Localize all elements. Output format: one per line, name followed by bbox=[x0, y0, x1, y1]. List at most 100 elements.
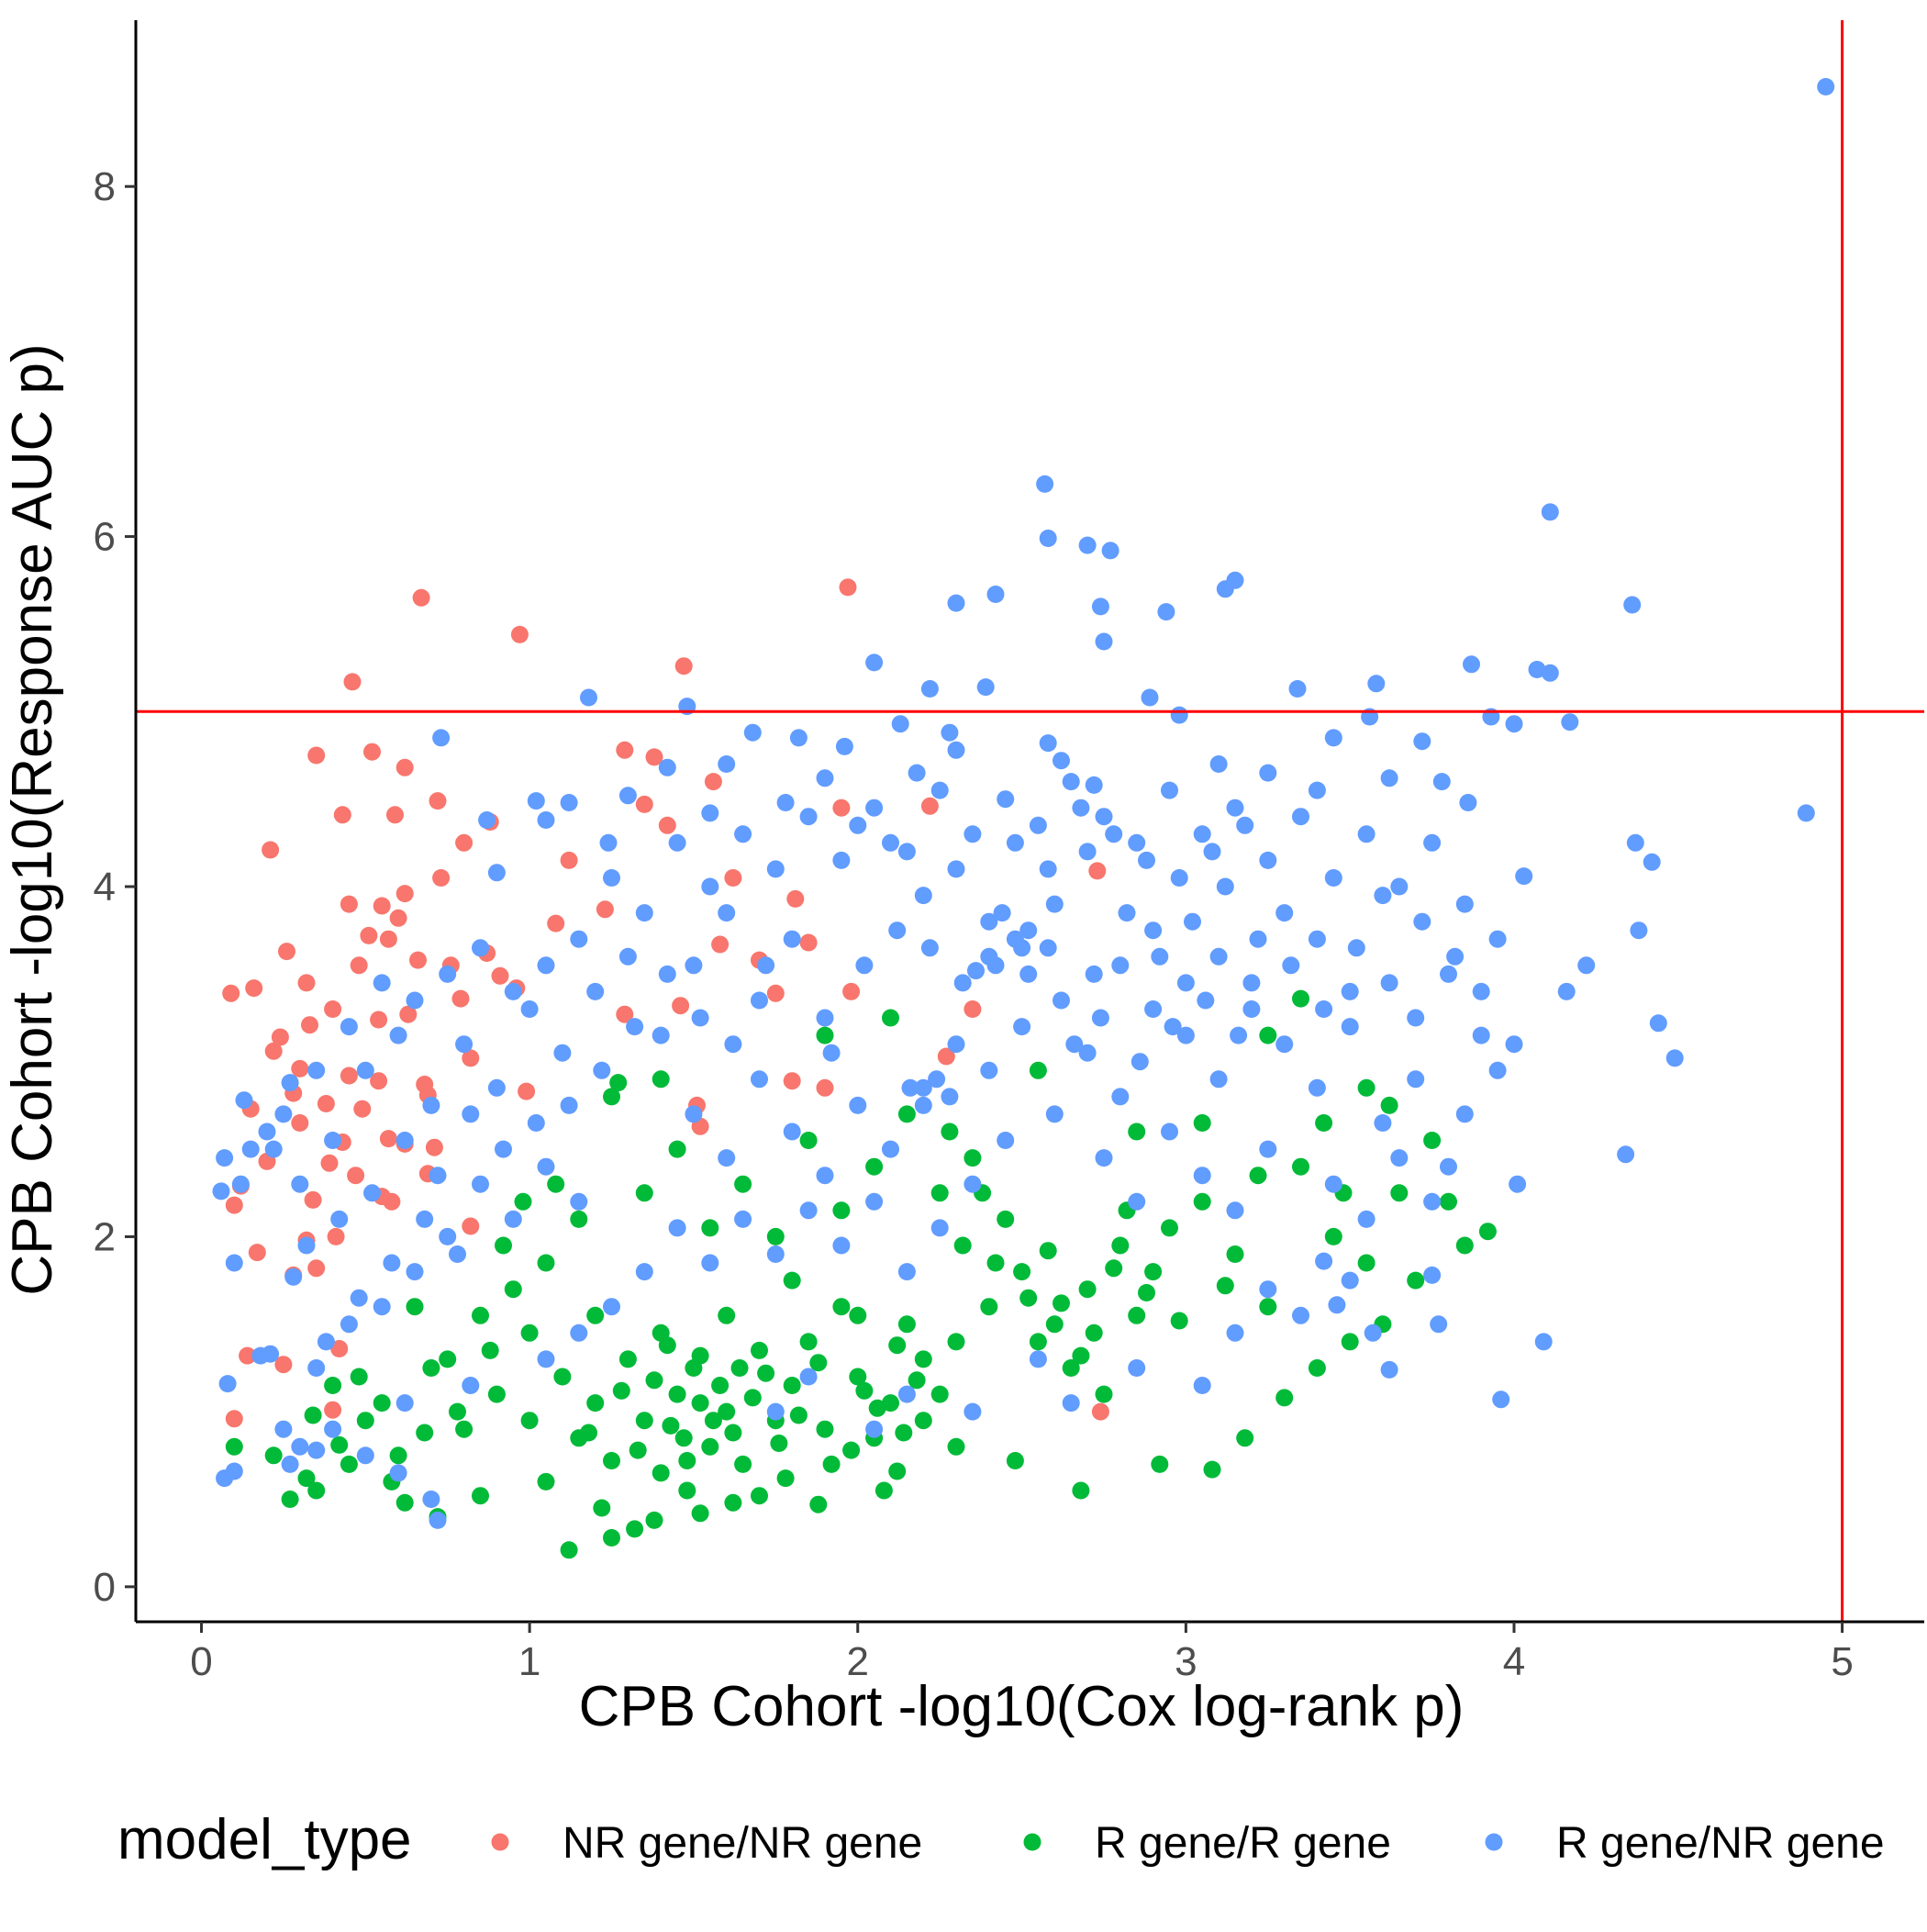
data-point bbox=[635, 1263, 653, 1281]
data-point bbox=[1488, 930, 1507, 948]
data-point bbox=[1039, 1242, 1057, 1260]
data-point bbox=[1039, 530, 1057, 547]
data-point bbox=[1446, 947, 1465, 966]
data-point bbox=[481, 1341, 499, 1359]
data-point bbox=[882, 833, 899, 852]
data-point bbox=[1105, 1259, 1123, 1278]
data-point bbox=[264, 1446, 283, 1465]
data-point bbox=[360, 926, 378, 944]
data-point bbox=[330, 1210, 349, 1228]
data-point bbox=[1019, 965, 1038, 983]
data-point bbox=[662, 1416, 680, 1435]
data-point bbox=[1423, 833, 1442, 852]
legend-entry: R gene/R gene bbox=[1023, 1819, 1391, 1868]
data-point bbox=[324, 1132, 342, 1149]
data-point bbox=[635, 1184, 653, 1202]
data-point bbox=[389, 1446, 407, 1465]
data-point bbox=[953, 974, 972, 992]
data-point bbox=[897, 1105, 916, 1123]
data-point bbox=[291, 1059, 309, 1078]
data-point bbox=[941, 1088, 959, 1106]
data-point bbox=[783, 1122, 801, 1141]
data-point bbox=[718, 1306, 736, 1324]
data-point bbox=[941, 723, 959, 742]
data-point bbox=[1407, 1271, 1425, 1290]
data-point bbox=[776, 1469, 795, 1488]
data-point bbox=[724, 1035, 742, 1054]
data-point bbox=[455, 1035, 473, 1054]
data-point bbox=[1111, 956, 1130, 975]
data-point bbox=[449, 1245, 466, 1263]
data-point bbox=[1111, 1236, 1130, 1255]
data-point bbox=[1440, 1192, 1457, 1211]
data-point bbox=[816, 1026, 834, 1044]
data-point bbox=[920, 680, 939, 698]
data-point bbox=[897, 1263, 916, 1281]
data-point bbox=[832, 798, 851, 817]
data-point bbox=[429, 1167, 447, 1185]
data-point bbox=[462, 1049, 480, 1067]
data-point bbox=[1144, 1000, 1163, 1018]
data-point bbox=[809, 1495, 828, 1513]
data-point bbox=[980, 1298, 998, 1316]
data-point bbox=[816, 1009, 834, 1027]
data-point bbox=[718, 755, 736, 773]
data-point bbox=[874, 1481, 893, 1500]
data-point bbox=[1236, 816, 1254, 834]
data-point bbox=[278, 943, 295, 961]
data-point bbox=[603, 869, 620, 887]
data-point bbox=[953, 1236, 972, 1255]
data-point bbox=[1292, 1157, 1309, 1176]
data-point bbox=[1078, 536, 1097, 554]
data-point bbox=[1193, 1192, 1211, 1211]
data-point bbox=[882, 1394, 899, 1413]
data-point bbox=[888, 1336, 907, 1355]
data-point bbox=[271, 1028, 289, 1046]
data-point bbox=[1036, 475, 1054, 493]
data-point bbox=[776, 794, 795, 811]
data-point bbox=[1643, 853, 1661, 871]
data-point bbox=[1557, 982, 1576, 1000]
data-point bbox=[997, 790, 1015, 809]
data-point bbox=[340, 1018, 358, 1036]
data-point bbox=[395, 758, 414, 776]
data-point bbox=[235, 1091, 253, 1110]
data-point bbox=[986, 1254, 1005, 1272]
data-point bbox=[629, 1441, 647, 1459]
data-point bbox=[340, 895, 358, 913]
data-point bbox=[1259, 851, 1277, 869]
data-point bbox=[395, 1394, 414, 1413]
y-axis-ticks: 0 2 4 6 8 bbox=[94, 164, 136, 1610]
data-point bbox=[941, 1122, 959, 1141]
data-point bbox=[324, 1000, 342, 1018]
data-point bbox=[1045, 1105, 1064, 1123]
data-point bbox=[520, 1323, 539, 1342]
data-point bbox=[212, 1182, 230, 1201]
data-point bbox=[751, 1487, 768, 1505]
data-point bbox=[914, 1078, 932, 1097]
data-point bbox=[1463, 655, 1480, 674]
data-point bbox=[373, 1394, 391, 1413]
data-point bbox=[1006, 930, 1024, 948]
data-point bbox=[1029, 816, 1047, 834]
data-point bbox=[1472, 1026, 1490, 1044]
data-point bbox=[1193, 1377, 1211, 1394]
data-point bbox=[389, 1464, 407, 1482]
data-point bbox=[1308, 930, 1326, 948]
data-point bbox=[888, 1462, 907, 1480]
data-point bbox=[340, 1455, 358, 1473]
data-point bbox=[1423, 1132, 1442, 1149]
data-point bbox=[645, 1511, 663, 1529]
data-point bbox=[1347, 939, 1365, 957]
data-point bbox=[724, 869, 742, 887]
data-point bbox=[701, 804, 719, 822]
data-point bbox=[274, 1105, 293, 1123]
data-point bbox=[1019, 1289, 1038, 1307]
data-point bbox=[1095, 808, 1113, 826]
data-point bbox=[274, 1420, 293, 1438]
data-point bbox=[914, 1350, 932, 1368]
data-point bbox=[1324, 1227, 1342, 1245]
data-point bbox=[1357, 825, 1376, 843]
data-point bbox=[964, 825, 982, 843]
